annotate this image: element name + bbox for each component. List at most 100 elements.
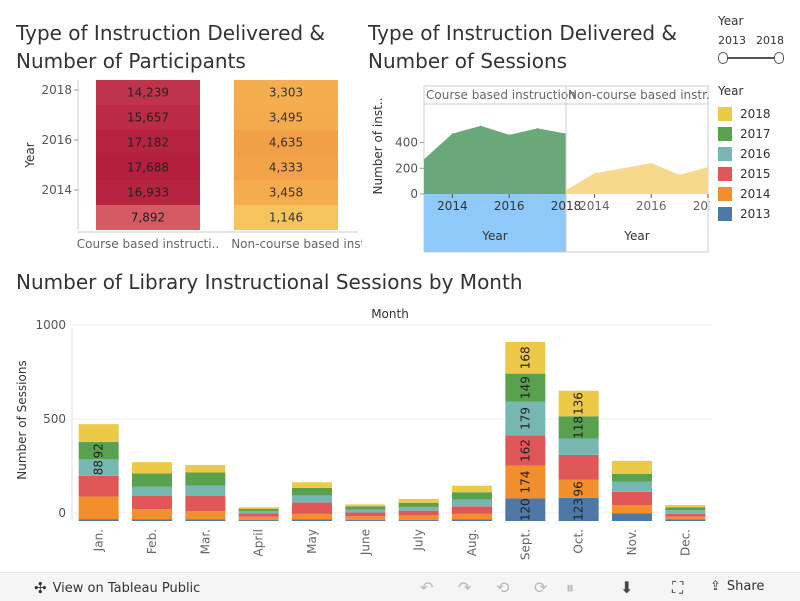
year-legend: Year 2018 2017 2016 2015 2014 2013 <box>718 84 771 224</box>
area-y-tick: 0 <box>410 187 418 201</box>
bar-segment-2015 <box>558 454 599 480</box>
legend-swatch <box>718 147 732 161</box>
bar-x-tick: Aug. <box>465 529 479 556</box>
bar-segment-2017 <box>612 474 652 482</box>
legend-item-2018[interactable]: 2018 <box>718 104 771 124</box>
bar-segment-2013 <box>78 519 119 521</box>
bar-data-label: 174 <box>518 471 532 494</box>
year-filter[interactable]: Year 2013 2018 <box>718 14 784 65</box>
bar-x-tick: Oct. <box>572 529 586 554</box>
bar-x-tick: Feb. <box>145 529 159 554</box>
heatmap-cell <box>96 130 200 155</box>
heatmap-cell-label: 4,635 <box>269 136 303 150</box>
bar-segment-2018 <box>132 462 172 474</box>
area-x-tick: 2016 <box>494 199 525 213</box>
tableau-logo-icon: ✣ <box>34 579 47 597</box>
slider-max-handle[interactable] <box>774 52 784 64</box>
legend-label: 2014 <box>740 187 771 201</box>
slider-min-handle[interactable] <box>718 52 728 64</box>
bar-segment-2014 <box>612 505 652 514</box>
bar-segment-2015 <box>78 475 119 497</box>
heatmap-cell-label: 3,303 <box>269 86 303 100</box>
share-icon: ⇪ <box>710 579 721 594</box>
bar-segment-2016 <box>78 459 119 476</box>
download-icon[interactable]: ⬇ <box>620 578 634 597</box>
bar-segment-2016 <box>132 486 172 496</box>
bar-segment-2017 <box>345 506 386 510</box>
slider-track <box>722 57 780 59</box>
heatmap-cell <box>96 205 200 230</box>
bar-segment-2014 <box>238 516 279 521</box>
area-point <box>508 134 510 136</box>
share-button[interactable]: ⇪ Share <box>710 579 764 594</box>
bar-segment-2018 <box>558 390 599 417</box>
heatmap-cell-label: 17,182 <box>127 136 169 150</box>
revert-icon[interactable]: ⟲ <box>496 578 510 597</box>
heatmap-cell-label: 3,458 <box>269 186 303 200</box>
bar-segment-2016 <box>398 506 439 511</box>
footer-toolbar: ✣ View on Tableau Public ↶ ↷ ⟲ ⟳ ⏸ ⬇ ⛶ ⇪… <box>0 572 800 601</box>
participants-heatmap: 14,239 3,303 15,657 3,495 17,182 4,635 17,688 4… <box>23 80 362 251</box>
bar-segment-2018 <box>505 342 546 374</box>
area-point <box>537 127 539 129</box>
legend-title: Year <box>718 84 744 98</box>
sessions-chart-title: Type of Instruction Delivered & Number o… <box>368 21 678 73</box>
bar-segment-2016 <box>505 401 546 436</box>
heatmap-cell-label: 16,933 <box>127 186 169 200</box>
bar-chart-top-label: Month <box>371 307 409 321</box>
bar-data-label: 92 <box>92 443 106 458</box>
area-series-1 <box>566 163 708 194</box>
view-on-tableau-link[interactable]: ✣ View on Tableau Public <box>34 579 200 597</box>
area-point <box>480 125 482 127</box>
bar-segment-2013 <box>612 513 652 521</box>
heatmap-cell <box>234 155 338 180</box>
pause-icon[interactable]: ⏸ <box>566 578 575 597</box>
bar-segment-2015 <box>452 506 492 514</box>
year-range-slider[interactable] <box>718 51 784 65</box>
bar-segment-2018 <box>292 482 332 488</box>
bar-segment-2018 <box>345 504 386 507</box>
bar-segment-2014 <box>452 513 492 520</box>
bar-y-tick: 1000 <box>35 318 66 332</box>
legend-item-2016[interactable]: 2016 <box>718 144 771 164</box>
monthly-sessions-bar-chart: Month 0 500 1000 Number of Sessions 88 92 Jan. F… <box>15 307 712 560</box>
undo-icon[interactable]: ↶ <box>420 578 434 597</box>
bar-x-tick: Sept. <box>518 529 532 560</box>
bar-segment-2013 <box>132 519 172 521</box>
bar-segment-2018 <box>78 424 119 443</box>
area-x-tick: 2018 <box>693 199 710 213</box>
bar-segment-2017 <box>292 487 332 496</box>
legend-item-2014[interactable]: 2014 <box>718 184 771 204</box>
bar-x-tick: June <box>358 529 372 556</box>
bar-segment-2017 <box>78 442 119 460</box>
legend-item-2013[interactable]: 2013 <box>718 204 771 224</box>
area-point <box>650 162 652 164</box>
heatmap-cell <box>96 180 200 205</box>
bar-x-tick: July <box>412 529 426 552</box>
bar-segment-2017 <box>132 473 172 487</box>
year-filter-min: 2013 <box>718 34 746 47</box>
fullscreen-icon[interactable]: ⛶ <box>672 578 684 597</box>
legend-label: 2013 <box>740 207 771 221</box>
bar-segment-2013 <box>238 520 279 521</box>
heatmap-cell-label: 7,892 <box>131 211 165 225</box>
refresh-icon[interactable]: ⟳ <box>534 578 548 597</box>
redo-icon[interactable]: ↷ <box>458 578 472 597</box>
year-filter-label: Year <box>718 14 744 28</box>
participants-chart-title: Type of Instruction Delivered & Number o… <box>16 21 326 73</box>
bar-segment-2016 <box>292 495 332 503</box>
legend-label: 2016 <box>740 147 771 161</box>
area-point <box>451 133 453 135</box>
bar-segment-2013 <box>558 497 599 521</box>
bar-data-label: 136 <box>572 392 586 415</box>
legend-label: 2018 <box>740 107 771 121</box>
bar-data-label: 123 <box>572 498 586 521</box>
heatmap-cell <box>234 180 338 205</box>
legend-item-2017[interactable]: 2017 <box>718 124 771 144</box>
bar-segment-2017 <box>665 507 706 511</box>
bar-segment-2017 <box>185 472 226 486</box>
bar-segment-2013 <box>292 519 332 521</box>
heatmap-y-tick: 2016 <box>41 133 72 147</box>
legend-item-2015[interactable]: 2015 <box>718 164 771 184</box>
bar-segment-2014 <box>345 516 386 521</box>
